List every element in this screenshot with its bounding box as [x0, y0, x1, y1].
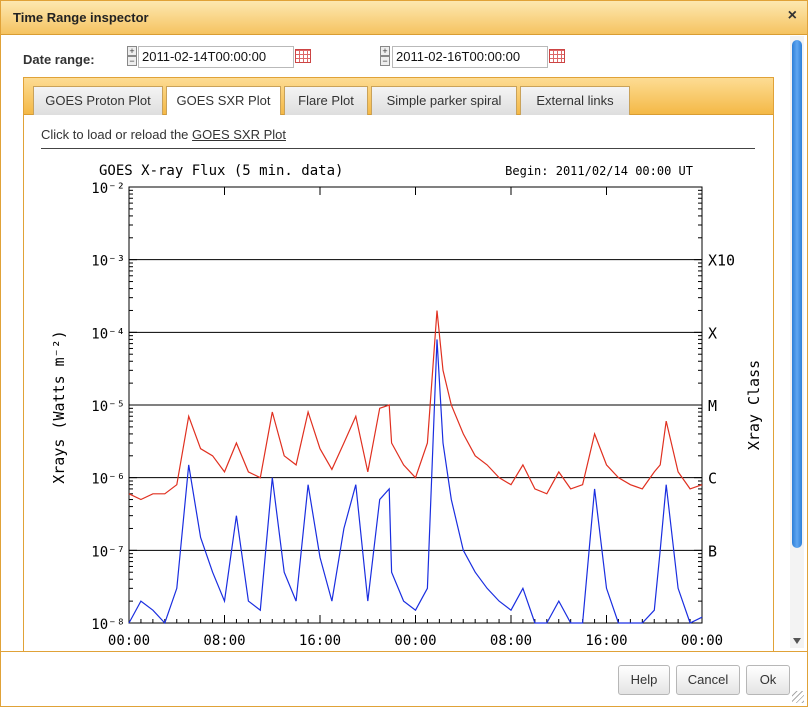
chart-subtitle: Begin: 2011/02/14 00:00 UT — [505, 164, 693, 178]
y-axis-label: Xrays (Watts m⁻²) — [50, 330, 68, 484]
increment-icon[interactable]: + — [380, 46, 390, 56]
tab-external-links[interactable]: External links — [520, 86, 630, 115]
x-tick-label: 16:00 — [585, 633, 627, 649]
y-tick-label: 10⁻⁷ — [91, 544, 125, 560]
calendar-icon[interactable] — [295, 49, 311, 63]
end-date-spinner[interactable]: + − — [380, 46, 390, 66]
tab-goes-sxr-plot[interactable]: GOES SXR Plot — [166, 86, 281, 116]
close-icon[interactable]: × — [787, 7, 797, 24]
chart-title: GOES X-ray Flux (5 min. data) — [99, 163, 343, 179]
decrement-icon[interactable]: − — [380, 56, 390, 66]
x-tick-label: 16:00 — [299, 633, 341, 649]
x-tick-label: 00:00 — [108, 633, 150, 649]
xray-class-label: B — [708, 542, 717, 560]
short-channel-series-line — [128, 339, 703, 625]
tab-simple-parker-spiral[interactable]: Simple parker spiral — [371, 86, 517, 115]
help-button[interactable]: Help — [618, 665, 670, 695]
y-tick-label: 10⁻³ — [91, 254, 125, 270]
y-axis-right-label: Xray Class — [745, 360, 763, 450]
start-date-spinner[interactable]: + − — [127, 46, 137, 66]
start-date-field[interactable]: 2011-02-14T00:00:00 — [138, 46, 294, 68]
window-title: Time Range inspector — [13, 10, 149, 25]
load-instruction: Click to load or reload the GOES SXR Plo… — [41, 127, 286, 142]
calendar-icon[interactable] — [549, 49, 565, 63]
tab-strip: GOES Proton Plot GOES SXR Plot Flare Plo… — [24, 78, 773, 116]
goes-xray-chart: 10⁻⁸ 10⁻⁷ 10⁻⁶ 10⁻⁵ 10⁻⁴ 10⁻³ 10⁻² 00:00 08:00 1… — [24, 155, 764, 655]
separator — [41, 148, 755, 149]
scroll-down-icon[interactable] — [793, 638, 801, 644]
y-tick-label: 10⁻⁸ — [91, 617, 125, 633]
y-tick-label: 10⁻² — [91, 181, 125, 197]
y-tick-label: 10⁻⁶ — [91, 472, 125, 488]
end-date-field[interactable]: 2011-02-16T00:00:00 — [392, 46, 548, 68]
x-tick-label: 08:00 — [203, 633, 245, 649]
tab-goes-proton-plot[interactable]: GOES Proton Plot — [33, 86, 163, 115]
cancel-button[interactable]: Cancel — [676, 665, 740, 695]
date-range-row: Date range: + − 2011-02-14T00:00:00 + − … — [7, 36, 790, 76]
title-bar[interactable]: Time Range inspector × — [1, 1, 807, 35]
long-channel-series-line — [128, 310, 703, 501]
increment-icon[interactable]: + — [127, 46, 137, 56]
x-tick-label: 00:00 — [681, 633, 723, 649]
xray-class-label: X10 — [708, 252, 735, 270]
scrollbar-thumb[interactable] — [792, 40, 802, 548]
y-tick-label: 10⁻⁵ — [91, 399, 125, 415]
tab-panel: GOES Proton Plot GOES SXR Plot Flare Plo… — [23, 77, 774, 655]
tab-flare-plot[interactable]: Flare Plot — [284, 86, 368, 115]
date-range-label: Date range: — [23, 52, 95, 67]
tab-content-goes-sxr: Click to load or reload the GOES SXR Plo… — [24, 115, 773, 655]
x-tick-label: 08:00 — [490, 633, 532, 649]
load-text: Click to load or reload the — [41, 127, 189, 142]
xray-class-label: M — [708, 397, 717, 415]
resize-grip-icon[interactable] — [792, 691, 804, 703]
dialog-body: Date range: + − 2011-02-14T00:00:00 + − … — [7, 36, 790, 655]
xray-class-label: X — [708, 324, 717, 342]
ok-button[interactable]: Ok — [746, 665, 790, 695]
decrement-icon[interactable]: − — [127, 56, 137, 66]
load-plot-link[interactable]: GOES SXR Plot — [192, 127, 286, 142]
xray-class-label: C — [708, 470, 717, 488]
x-tick-label: 00:00 — [394, 633, 436, 649]
dialog-footer: Help Cancel Ok — [1, 651, 807, 706]
y-tick-label: 10⁻⁴ — [91, 326, 125, 342]
vertical-scrollbar[interactable] — [790, 36, 804, 648]
